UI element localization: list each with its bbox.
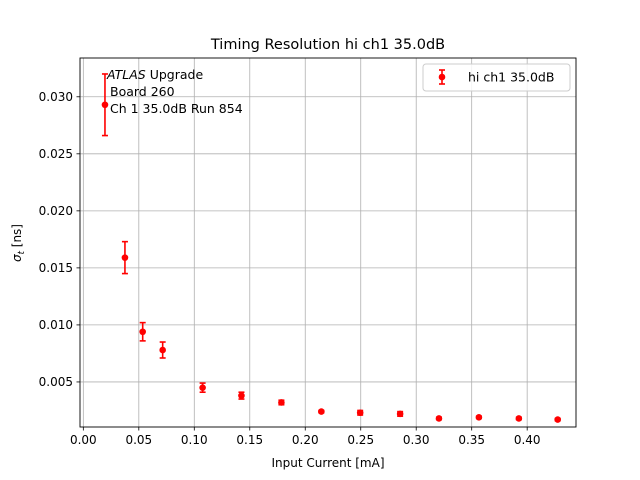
x-tick-label: 0.15 [236, 433, 263, 447]
data-marker [159, 346, 166, 354]
data-point [121, 240, 129, 275]
x-tick-label: 0.35 [458, 433, 485, 447]
legend-marker [438, 69, 446, 85]
data-marker [278, 399, 285, 406]
data-series [101, 73, 561, 423]
grid-lines [80, 58, 576, 427]
x-tick-label: 0.20 [292, 433, 319, 447]
data-point [159, 341, 166, 359]
annotation-line-1: ATLAS Upgrade [106, 67, 203, 82]
data-point [515, 415, 523, 422]
y-axis-label-subscript: t [17, 250, 27, 254]
x-tick-label: 0.10 [181, 433, 208, 447]
data-marker [101, 101, 109, 109]
plot-area: 0.00 0.05 0.10 0.15 0.20 0.25 0.30 0.35 0.40 0.0… [39, 57, 577, 447]
data-point [435, 415, 443, 422]
data-point [199, 382, 206, 394]
annotation-atlas: ATLAS [106, 67, 146, 82]
legend: hi ch1 35.0dB [422, 63, 571, 92]
y-tick-label: 0.020 [39, 204, 73, 218]
data-marker [396, 410, 404, 418]
y-tick-label: 0.005 [39, 375, 73, 389]
data-point [396, 410, 404, 418]
data-marker [199, 384, 206, 391]
data-marker [554, 416, 561, 423]
data-marker [515, 415, 523, 422]
y-tick-label: 0.015 [39, 261, 73, 275]
data-point [554, 416, 561, 423]
data-point [101, 73, 109, 137]
y-axis-ticks: 0.005 0.010 0.015 0.020 0.025 0.030 [39, 90, 80, 389]
x-tick-label: 0.40 [514, 433, 541, 447]
y-tick-label: 0.025 [39, 147, 73, 161]
data-marker [238, 392, 245, 399]
x-tick-label: 0.00 [70, 433, 97, 447]
data-point [238, 391, 245, 400]
data-point [278, 399, 285, 406]
legend-label: hi ch1 35.0dB [468, 70, 554, 85]
x-tick-label: 0.30 [403, 433, 430, 447]
data-marker [121, 254, 129, 261]
y-axis-label-sigma: σ [10, 254, 24, 262]
chart-title: Timing Resolution hi ch1 35.0dB [210, 37, 445, 53]
y-axis-label-unit: [ns] [10, 224, 24, 251]
x-tick-label: 0.05 [125, 433, 152, 447]
data-point [139, 321, 146, 342]
data-marker [475, 414, 483, 421]
plot-frame [79, 57, 577, 428]
data-point [475, 414, 483, 421]
data-marker [356, 409, 364, 417]
y-axis-label: σt [ns] [10, 224, 27, 262]
x-tick-label: 0.25 [347, 433, 374, 447]
data-marker [139, 328, 146, 336]
data-marker [435, 415, 443, 422]
y-tick-label: 0.010 [39, 318, 73, 332]
annotation-upgrade: Upgrade [146, 67, 204, 82]
data-point [318, 408, 325, 415]
x-axis-ticks: 0.00 0.05 0.10 0.15 0.20 0.25 0.30 0.35 0.40 [70, 427, 541, 447]
y-tick-label: 0.030 [39, 90, 73, 104]
annotation-line-2: Board 260 [110, 84, 175, 99]
annotation-line-3: Ch 1 35.0dB Run 854 [110, 101, 243, 116]
legend-dot [438, 73, 446, 81]
x-axis-label: Input Current [mA] [271, 456, 384, 470]
annotation-block: ATLAS Upgrade Board 260 Ch 1 35.0dB Run … [106, 67, 243, 116]
data-point [356, 409, 364, 417]
legend-box [422, 63, 571, 92]
data-marker [318, 408, 325, 415]
